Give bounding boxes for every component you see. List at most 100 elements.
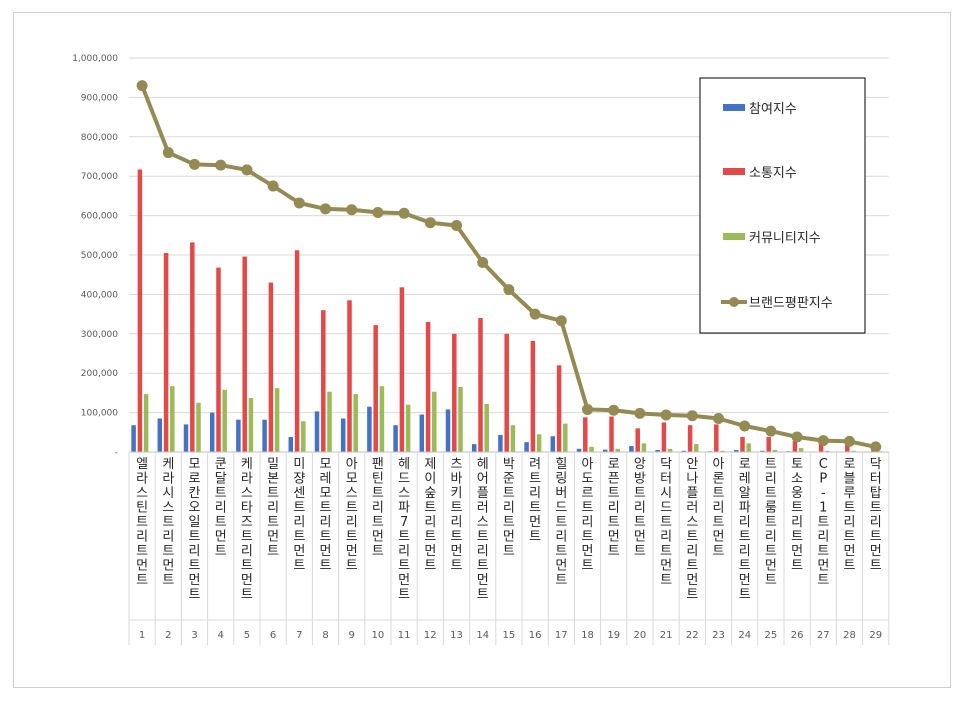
bar-2	[687, 425, 693, 452]
line-point	[817, 435, 829, 447]
bar-1	[288, 437, 294, 452]
category-number: 16	[529, 630, 542, 641]
bar-3	[484, 403, 489, 452]
bar-2	[399, 287, 405, 452]
line-point	[477, 256, 489, 268]
bar-1	[760, 450, 765, 452]
line-point	[293, 197, 305, 209]
bar-2	[321, 310, 326, 452]
bar-1	[367, 406, 372, 452]
bar-3	[667, 448, 673, 452]
bar-3	[563, 423, 568, 452]
bar-1	[524, 442, 529, 452]
y-tick-label: 100,000	[81, 409, 118, 419]
bar-1	[576, 448, 582, 452]
bar-3	[510, 425, 516, 452]
bar-3	[248, 398, 254, 452]
line-point	[503, 284, 515, 296]
bar-2	[163, 253, 169, 452]
bar-2	[556, 365, 562, 452]
category-number: 20	[634, 630, 647, 641]
bar-2	[818, 443, 824, 452]
y-tick-label: 800,000	[81, 133, 118, 143]
y-tick-label: -	[115, 448, 118, 458]
legend-swatch	[723, 233, 745, 240]
y-axis: - 100,000 200,000 300,000 400,000 500,000 600,…	[72, 54, 118, 458]
line-point	[267, 180, 279, 192]
bar-2	[425, 321, 431, 452]
bar-1	[314, 411, 320, 452]
line-point	[424, 217, 436, 229]
category-number: 10	[372, 630, 385, 641]
bar-2	[504, 333, 509, 452]
bar-1	[471, 444, 477, 452]
line-point	[660, 409, 672, 421]
bar-1	[733, 450, 739, 452]
bar-2	[583, 417, 588, 452]
category-number: 25	[765, 630, 778, 641]
bar-1	[602, 449, 608, 452]
bar-2	[766, 437, 771, 452]
y-tick-label: 300,000	[81, 330, 118, 340]
x-axis: 엘 라 스 틴 트 리 트 먼 트 케 라 시 스 트 리 트 먼 트 모 로 칸 오 일 트 리 트 먼 트 쿤 달 트 리 트 먼 트 케 라 스 타 즈…	[128, 451, 890, 645]
bar-2	[242, 256, 247, 452]
bar-3	[432, 391, 437, 452]
y-tick-label: 500,000	[81, 251, 118, 261]
line-point	[582, 403, 593, 415]
bar-2	[635, 428, 640, 452]
legend-label: 커뮤니티지수	[749, 231, 821, 246]
bar-3	[851, 450, 856, 452]
bar-2	[137, 169, 143, 452]
category-number: 15	[503, 630, 516, 641]
bar-2	[373, 325, 378, 452]
category-number: 12	[424, 630, 437, 641]
category-number: 26	[791, 630, 804, 641]
bar-3	[641, 443, 647, 452]
category-number: 21	[660, 630, 673, 641]
line-point	[189, 158, 200, 170]
bar-2	[216, 267, 221, 452]
bar-2	[792, 440, 798, 452]
bar-1	[681, 450, 687, 452]
category-number: 28	[843, 630, 856, 641]
line-point	[162, 147, 174, 159]
category-number: 1	[139, 630, 145, 641]
line-point	[686, 410, 698, 422]
category-number: 8	[322, 630, 328, 641]
bar-3	[196, 402, 201, 452]
category-number: 5	[244, 630, 250, 641]
bar-2	[347, 300, 352, 452]
bar-2	[452, 333, 457, 452]
category-number: 27	[817, 630, 830, 641]
bar-3	[615, 448, 620, 452]
legend-swatch	[723, 168, 745, 175]
bar-2	[268, 282, 274, 452]
line-point	[608, 404, 620, 416]
bar-2	[190, 242, 195, 452]
bar-1	[393, 425, 398, 452]
line-point	[398, 207, 410, 219]
line-point	[870, 441, 882, 453]
bar-1	[445, 409, 451, 452]
legend-label: 참여지수	[749, 102, 797, 117]
